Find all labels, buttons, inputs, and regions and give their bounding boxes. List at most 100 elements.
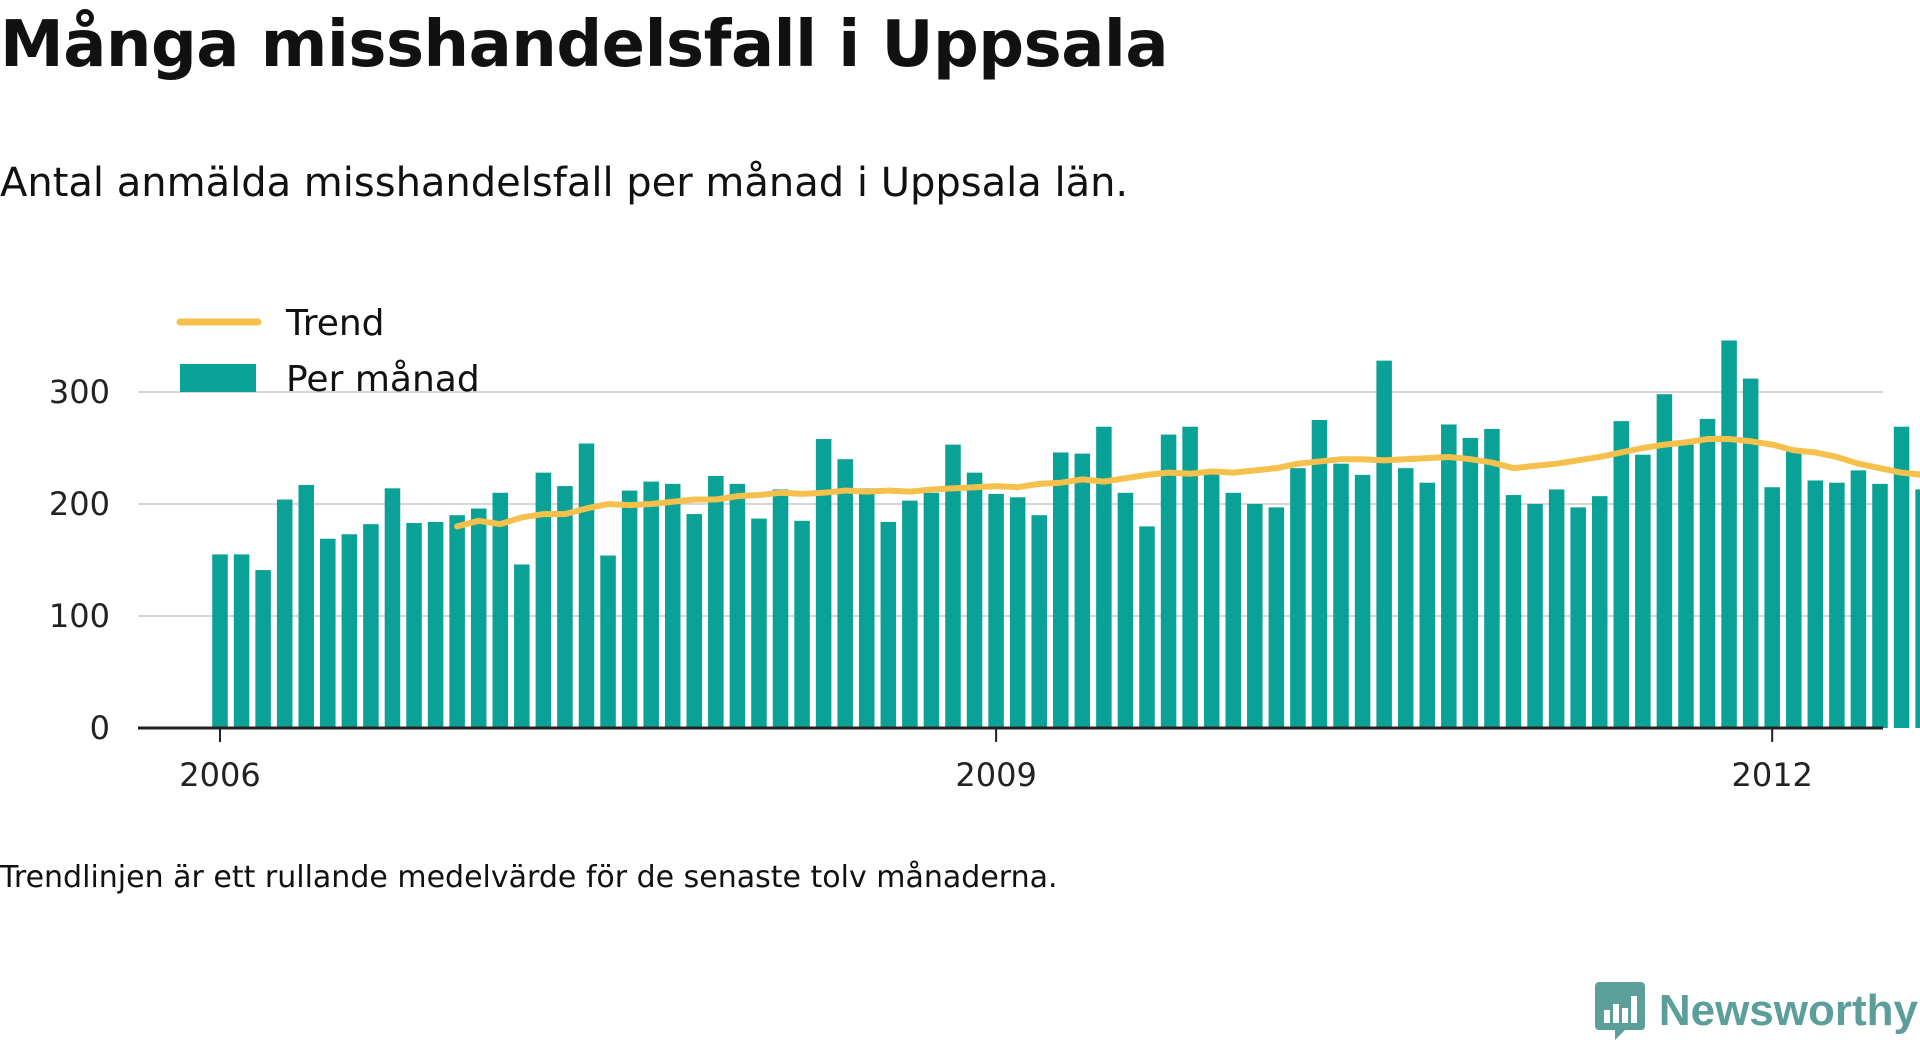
chart-area: 01002003002006200920122015201820212024 T…	[49, 303, 1920, 794]
y-tick-label: 200	[49, 485, 110, 523]
bar	[815, 439, 832, 728]
bar	[1591, 496, 1608, 728]
bar	[751, 518, 767, 728]
bar	[1699, 418, 1716, 728]
bar	[643, 481, 659, 728]
bar	[1160, 434, 1177, 728]
bar	[1807, 480, 1824, 728]
bar	[1462, 437, 1479, 728]
y-tick-label: 100	[49, 597, 110, 635]
legend-swatch-bar	[180, 364, 256, 392]
trend-line-group	[454, 436, 1920, 530]
x-tick-label: 2006	[179, 756, 260, 794]
bar	[1225, 492, 1241, 728]
chart-title: Många misshandelsfall i Uppsala	[0, 8, 1169, 82]
newsworthy-logo-icon	[1594, 982, 1645, 1040]
bar	[1203, 470, 1220, 728]
bar	[1915, 489, 1920, 728]
bar	[535, 472, 552, 728]
bar	[1613, 421, 1630, 728]
bar	[621, 490, 638, 728]
y-tick-label: 300	[49, 373, 110, 411]
bar	[233, 554, 250, 728]
bar	[1548, 489, 1565, 728]
bar	[1182, 426, 1198, 728]
x-tick-label: 2009	[955, 756, 1036, 794]
bar	[902, 500, 918, 728]
bar	[1290, 468, 1306, 728]
bar	[1850, 470, 1867, 728]
bar	[1786, 448, 1802, 728]
bar	[363, 524, 379, 728]
bar	[1247, 504, 1263, 728]
bar	[664, 483, 681, 728]
bar	[923, 492, 940, 728]
bar	[1678, 444, 1694, 728]
bar	[1419, 482, 1436, 728]
y-tick-label: 0	[90, 709, 110, 747]
bar	[1527, 504, 1543, 728]
bar	[1031, 515, 1047, 728]
bar	[492, 492, 509, 728]
bar	[1893, 426, 1910, 728]
bar	[880, 521, 897, 728]
bar	[384, 488, 401, 728]
bar	[600, 555, 616, 728]
bar	[1117, 492, 1134, 728]
bar	[966, 472, 983, 728]
bar	[406, 523, 422, 728]
bar	[1742, 378, 1759, 728]
bar	[557, 486, 573, 728]
bar	[1009, 497, 1026, 728]
legend-label: Per månad	[286, 359, 480, 400]
bar	[1096, 426, 1112, 728]
trend-line	[454, 436, 1920, 530]
bar	[578, 443, 595, 728]
bar	[514, 564, 530, 728]
bar	[470, 508, 487, 728]
bar	[729, 483, 746, 728]
bar	[1441, 424, 1457, 728]
bar	[427, 521, 444, 728]
bar	[1354, 474, 1371, 728]
bar	[449, 515, 465, 728]
bar	[988, 493, 1004, 728]
bar	[1484, 428, 1500, 728]
bar	[1376, 360, 1392, 728]
bar	[1764, 487, 1780, 728]
bar	[945, 444, 961, 728]
bar	[255, 570, 271, 728]
bar	[1829, 482, 1845, 728]
bar	[1570, 507, 1586, 728]
bar	[298, 484, 314, 728]
bar	[837, 459, 853, 728]
bar	[1505, 495, 1522, 728]
bar	[212, 554, 228, 728]
bar	[1656, 394, 1673, 728]
bar	[708, 476, 724, 728]
bar	[1268, 507, 1285, 728]
bar	[1333, 463, 1349, 728]
bar	[1721, 340, 1737, 728]
bar	[1635, 454, 1651, 728]
bar	[794, 520, 810, 728]
brand-name: Newsworthy	[1658, 986, 1918, 1035]
bar	[1397, 468, 1414, 728]
bar	[1074, 453, 1091, 728]
bar	[858, 488, 875, 728]
bar	[1139, 526, 1155, 728]
legend-label: Trend	[285, 303, 385, 344]
bar	[276, 499, 293, 728]
bar	[1872, 483, 1888, 728]
brand-logo: Newsworthy	[1594, 982, 1918, 1040]
chart-subtitle: Antal anmälda misshandelsfall per månad …	[0, 160, 1129, 206]
bar	[1053, 452, 1069, 728]
x-tick-label: 2012	[1731, 756, 1812, 794]
axes: 01002003002006200920122015201820212024	[49, 373, 1883, 794]
legend: Trend Per månad	[176, 303, 480, 400]
bar	[1311, 420, 1328, 728]
bar	[320, 538, 336, 728]
bar	[686, 514, 703, 728]
bars	[212, 340, 1920, 728]
footnote: Trendlinjen är ett rullande medelvärde f…	[0, 860, 1058, 895]
